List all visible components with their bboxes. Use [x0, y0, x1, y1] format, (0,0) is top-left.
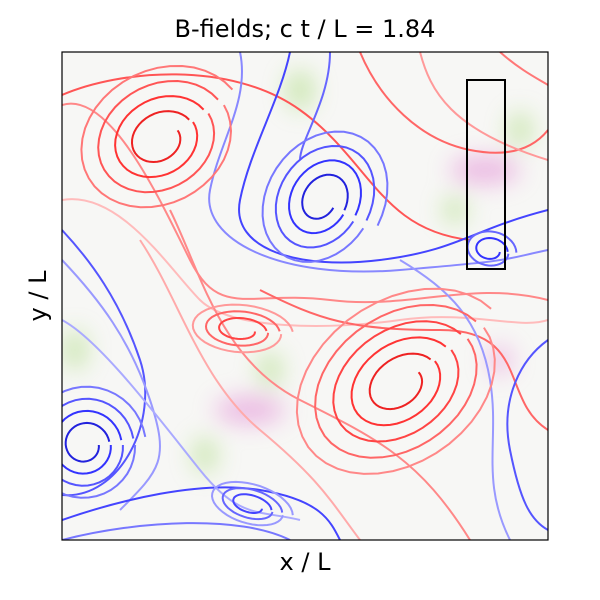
- plot-area: [62, 52, 548, 540]
- streamline: [314, 303, 478, 459]
- streamline: [259, 289, 548, 431]
- streamline: [62, 198, 548, 327]
- streamline: [419, 52, 548, 161]
- x-axis-label: x / L: [280, 548, 332, 576]
- streamlines: [62, 52, 548, 540]
- streamline: [169, 209, 471, 540]
- streamline: [359, 52, 548, 154]
- streamline: [261, 130, 389, 263]
- streamline: [97, 79, 219, 194]
- streamline: [232, 493, 273, 514]
- highlight-box: [466, 79, 506, 270]
- streamline: [130, 110, 190, 164]
- streamline: [62, 73, 471, 241]
- streamline: [299, 52, 331, 161]
- streamline: [62, 385, 147, 499]
- streamline: [139, 239, 361, 540]
- streamline: [221, 487, 284, 521]
- streamline: [62, 259, 161, 511]
- chart-title: B-fields; c t / L = 1.84: [175, 15, 436, 43]
- streamline: [301, 173, 349, 220]
- streamline: [204, 310, 281, 347]
- streamline: [350, 336, 447, 427]
- streamline: [80, 64, 234, 209]
- streamline: [295, 287, 496, 475]
- streamline: [64, 421, 111, 463]
- streamline: [218, 317, 268, 341]
- streamline: [62, 102, 548, 304]
- streamline: [62, 319, 301, 521]
- streamline: [210, 480, 294, 527]
- streamline: [288, 159, 362, 235]
- streamline: [62, 397, 135, 487]
- streamline: [368, 352, 432, 411]
- streamline: [62, 409, 123, 475]
- streamline: [332, 320, 462, 443]
- streamline: [62, 229, 147, 497]
- streamline: [499, 52, 548, 86]
- streamline: [208, 52, 548, 273]
- streamline: [62, 522, 291, 540]
- streamline: [114, 95, 205, 179]
- streamline: [506, 339, 548, 531]
- y-axis-label: y / L: [24, 270, 52, 322]
- axes-frame: [61, 51, 549, 541]
- streamline: [475, 236, 509, 260]
- streamline: [191, 303, 294, 354]
- streamline: [274, 144, 376, 249]
